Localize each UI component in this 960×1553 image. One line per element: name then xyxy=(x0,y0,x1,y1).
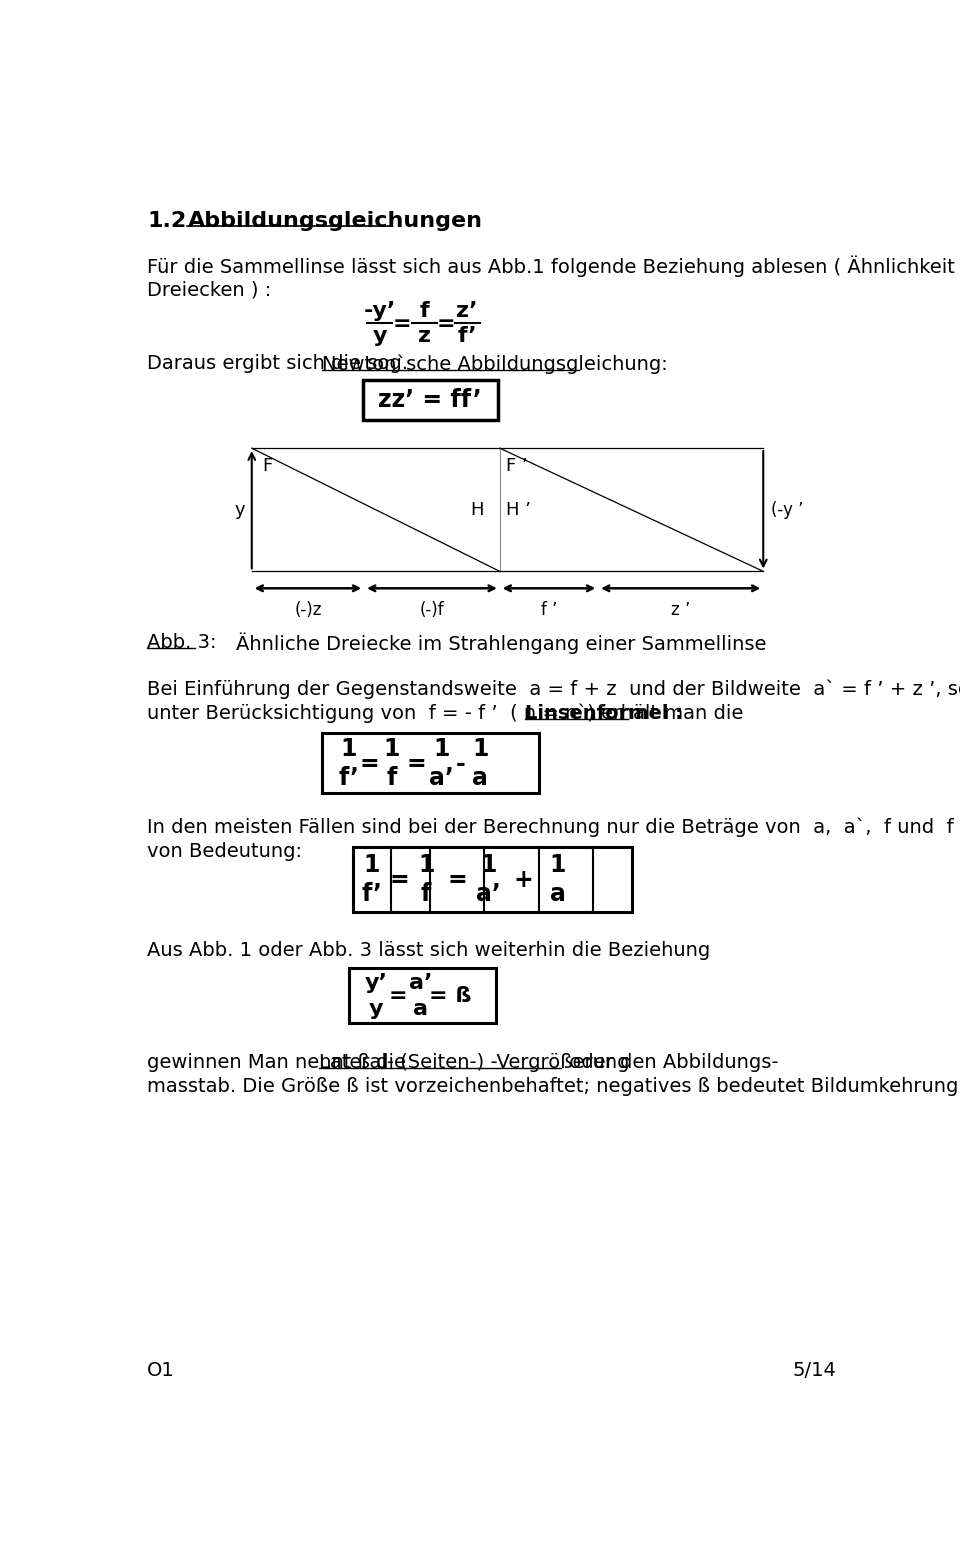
Text: 1: 1 xyxy=(383,736,399,761)
Text: F ’: F ’ xyxy=(506,458,528,475)
Text: Bei Einführung der Gegenstandsweite  a = f + z  und der Bildweite  a` = f ’ + z : Bei Einführung der Gegenstandsweite a = … xyxy=(147,679,960,699)
Text: f’: f’ xyxy=(338,766,359,790)
Text: 1: 1 xyxy=(341,736,357,761)
FancyBboxPatch shape xyxy=(363,380,498,421)
Text: 1: 1 xyxy=(480,853,496,877)
Text: f ’: f ’ xyxy=(540,601,557,618)
Text: 1: 1 xyxy=(433,736,450,761)
Text: =: = xyxy=(436,314,455,334)
Text: 1.2: 1.2 xyxy=(147,211,186,231)
Text: Für die Sammellinse lässt sich aus Abb.1 folgende Beziehung ablesen ( Ähnlichkei: Für die Sammellinse lässt sich aus Abb.1… xyxy=(147,256,960,276)
Text: masstab. Die Größe ß ist vorzeichenbehaftet; negatives ß bedeutet Bildumkehrung.: masstab. Die Größe ß ist vorzeichenbehaf… xyxy=(147,1078,960,1096)
FancyBboxPatch shape xyxy=(322,733,539,794)
Text: (-y ’: (-y ’ xyxy=(771,500,804,519)
Text: H: H xyxy=(470,500,484,519)
Text: y: y xyxy=(372,326,387,346)
Text: a’: a’ xyxy=(429,766,454,790)
Text: Dreiecken ) :: Dreiecken ) : xyxy=(147,280,272,300)
Text: a’: a’ xyxy=(409,974,432,994)
Text: =: = xyxy=(389,986,408,1006)
Text: a’: a’ xyxy=(476,882,500,907)
Text: -: - xyxy=(456,752,466,776)
Text: y’: y’ xyxy=(364,974,387,994)
Text: a: a xyxy=(472,766,489,790)
Text: z: z xyxy=(418,326,431,346)
FancyBboxPatch shape xyxy=(352,846,632,912)
Text: Abb. 3:: Abb. 3: xyxy=(147,634,217,652)
Text: Abbildungsgleichungen: Abbildungsgleichungen xyxy=(187,211,483,231)
Text: y: y xyxy=(235,500,246,519)
Text: H ’: H ’ xyxy=(506,500,531,519)
Text: 1: 1 xyxy=(472,736,489,761)
Text: a: a xyxy=(550,882,565,907)
Text: Aus Abb. 1 oder Abb. 3 lässt sich weiterhin die Beziehung: Aus Abb. 1 oder Abb. 3 lässt sich weiter… xyxy=(147,941,710,960)
Text: f’: f’ xyxy=(361,882,382,907)
Text: (-)z: (-)z xyxy=(294,601,322,618)
FancyBboxPatch shape xyxy=(348,968,496,1023)
Text: z ’: z ’ xyxy=(671,601,690,618)
Text: In den meisten Fällen sind bei der Berechnung nur die Beträge von  a,  a`,  f un: In den meisten Fällen sind bei der Berec… xyxy=(147,818,960,837)
Text: =: = xyxy=(393,314,412,334)
Text: f: f xyxy=(420,882,431,907)
Text: f: f xyxy=(420,301,429,321)
Text: O1: O1 xyxy=(147,1360,175,1379)
Text: +: + xyxy=(514,868,533,891)
Text: = ß: = ß xyxy=(429,986,471,1006)
Text: =: = xyxy=(389,868,409,891)
Text: von Bedeutung:: von Bedeutung: xyxy=(147,842,302,862)
Text: Daraus ergibt sich die sog.: Daraus ergibt sich die sog. xyxy=(147,354,415,373)
Text: Lateral- (Seiten-) -Vergrößerung: Lateral- (Seiten-) -Vergrößerung xyxy=(319,1053,630,1072)
Text: y: y xyxy=(369,999,383,1019)
Text: F: F xyxy=(263,458,273,475)
Text: zz’ = ff’: zz’ = ff’ xyxy=(378,388,482,413)
Text: f: f xyxy=(386,766,396,790)
Text: (-)f: (-)f xyxy=(420,601,444,618)
Text: =: = xyxy=(447,868,467,891)
Text: Ähnliche Dreiecke im Strahlengang einer Sammellinse: Ähnliche Dreiecke im Strahlengang einer … xyxy=(236,634,767,654)
Text: Newton`sche Abbildungsgleichung:: Newton`sche Abbildungsgleichung: xyxy=(322,354,667,374)
Text: 5/14: 5/14 xyxy=(793,1360,837,1379)
Text: 1: 1 xyxy=(550,853,566,877)
Text: gewinnen Man nennt ß die: gewinnen Man nennt ß die xyxy=(147,1053,413,1072)
Text: a: a xyxy=(413,999,428,1019)
Text: unter Berücksichtigung von  f = - f ’  ( n = n`) erhält man die: unter Berücksichtigung von f = - f ’ ( n… xyxy=(147,704,750,724)
Text: -y’: -y’ xyxy=(364,301,396,321)
Text: 1: 1 xyxy=(364,853,380,877)
Text: =: = xyxy=(406,752,426,776)
Text: z’: z’ xyxy=(456,301,478,321)
Text: oder den Abbildungs-: oder den Abbildungs- xyxy=(564,1053,779,1072)
Text: =: = xyxy=(360,752,379,776)
Text: Linsenformel :: Linsenformel : xyxy=(525,704,684,722)
Text: f’: f’ xyxy=(457,326,477,346)
Text: 1: 1 xyxy=(418,853,434,877)
